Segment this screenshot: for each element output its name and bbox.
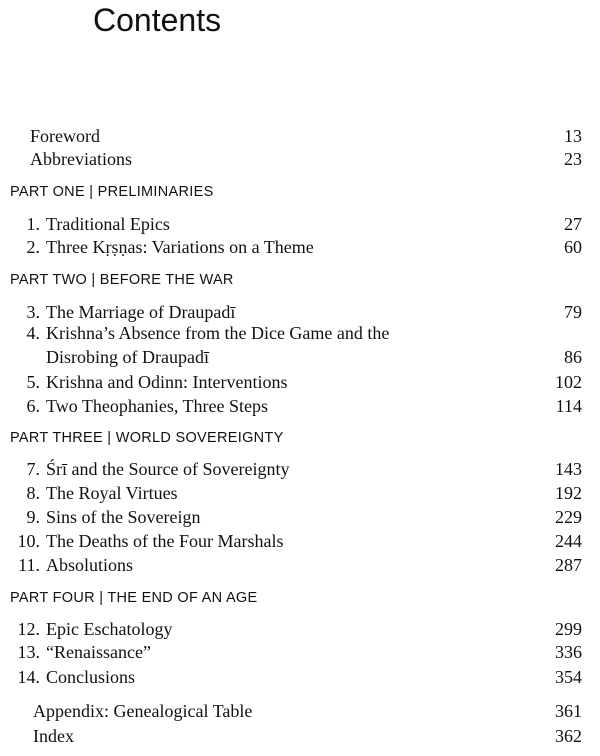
entry-title: “Renaissance” xyxy=(46,642,151,662)
entry-title: Śrī and the Source of Sovereignty xyxy=(46,459,290,479)
toc-entry: 9. Sins of the Sovereign 229 xyxy=(0,506,600,528)
toc-entry-back: Index 362 xyxy=(0,725,600,747)
page-number: 192 xyxy=(555,483,582,503)
entry-title: Index xyxy=(33,726,74,746)
chapter-number: 9. xyxy=(26,507,41,527)
part-heading: PART ONE | PRELIMINARIES xyxy=(10,184,214,200)
page-number: 23 xyxy=(564,149,582,169)
entry-title: Appendix: Genealogical Table xyxy=(33,701,253,721)
page-number: 336 xyxy=(555,642,582,662)
entry-title: Epic Eschatology xyxy=(46,619,173,639)
toc-entry: 8. The Royal Virtues 192 xyxy=(0,482,600,504)
chapter-number: 2. xyxy=(26,237,41,257)
toc-entry: 6. Two Theophanies, Three Steps 114 xyxy=(0,395,600,417)
entry-title: Abbreviations xyxy=(30,149,132,169)
chapter-number: 8. xyxy=(26,483,41,503)
chapter-number: 5. xyxy=(26,372,41,392)
page-number: 362 xyxy=(555,726,582,746)
chapter-number: 3. xyxy=(26,302,41,322)
toc-entry: 3. The Marriage of Draupadī 79 xyxy=(0,301,600,323)
toc-entry-back: Appendix: Genealogical Table 361 xyxy=(0,700,600,722)
chapter-number: 11. xyxy=(18,555,40,575)
part-heading: PART THREE | WORLD SOVEREIGNTY xyxy=(10,430,284,446)
toc-entry: 13. “Renaissance” 336 xyxy=(0,641,600,663)
entry-title: Three Kṛṣṇas: Variations on a Theme xyxy=(46,237,314,257)
page-number: 287 xyxy=(555,555,582,575)
page-number: 60 xyxy=(564,237,582,257)
page-number: 102 xyxy=(555,372,582,392)
page-number: 13 xyxy=(564,126,582,146)
page-number: 27 xyxy=(564,214,582,234)
entry-title: Traditional Epics xyxy=(46,214,170,234)
toc-entry: 11. Absolutions 287 xyxy=(0,554,600,576)
entry-title: Krishna and Odinn: Interventions xyxy=(46,372,288,392)
entry-title: Conclusions xyxy=(46,667,136,687)
toc-entry: 14. Conclusions 354 xyxy=(0,666,600,688)
entry-title: Sins of the Sovereign xyxy=(46,507,201,527)
page-number: 229 xyxy=(555,507,582,527)
part-heading: PART TWO | BEFORE THE WAR xyxy=(10,272,234,288)
toc-entry: 10. The Deaths of the Four Marshals 244 xyxy=(0,530,600,552)
page-number: 361 xyxy=(555,701,582,721)
page-number: 299 xyxy=(555,619,582,639)
chapter-number: 10. xyxy=(17,531,41,551)
page-number: 354 xyxy=(555,667,582,687)
entry-title-continued: Disrobing of Draupadī xyxy=(46,347,209,367)
toc-entry: 12. Epic Eschatology 299 xyxy=(0,618,600,640)
entry-title: The Royal Virtues xyxy=(46,483,178,503)
chapter-number: 12. xyxy=(17,619,41,639)
entry-title: The Marriage of Draupadī xyxy=(46,302,236,322)
chapter-number: 14. xyxy=(17,667,41,687)
entry-title: Absolutions xyxy=(46,555,134,575)
chapter-number: 13. xyxy=(17,642,41,662)
toc-entry-continued: Disrobing of Draupadī 86 xyxy=(0,346,600,368)
page-number: 114 xyxy=(555,396,582,416)
page-number: 79 xyxy=(564,302,582,322)
part-heading: PART FOUR | THE END OF AN AGE xyxy=(10,590,258,606)
toc-entry: 5. Krishna and Odinn: Interventions 102 xyxy=(0,371,600,393)
entry-title: Two Theophanies, Three Steps xyxy=(46,396,269,416)
page-title: Contents xyxy=(93,2,222,38)
page-number: 86 xyxy=(564,347,582,367)
page-number: 143 xyxy=(555,459,582,479)
entry-title: The Deaths of the Four Marshals xyxy=(46,531,284,551)
toc-entry-front: Foreword 13 xyxy=(0,125,600,147)
chapter-number: 4. xyxy=(26,323,41,343)
toc-entry: 2. Three Kṛṣṇas: Variations on a Theme 60 xyxy=(0,236,600,258)
entry-title: Krishna’s Absence from the Dice Game and… xyxy=(46,323,390,343)
toc-entry-front: Abbreviations 23 xyxy=(0,148,600,170)
page-number: 244 xyxy=(555,531,582,551)
toc-entry: 4. Krishna’s Absence from the Dice Game a… xyxy=(0,322,600,344)
chapter-number: 6. xyxy=(26,396,41,416)
toc-entry: 1. Traditional Epics 27 xyxy=(0,213,600,235)
chapter-number: 1. xyxy=(26,214,41,234)
entry-title: Foreword xyxy=(30,126,100,146)
toc-entry: 7. Śrī and the Source of Sovereignty 143 xyxy=(0,458,600,480)
chapter-number: 7. xyxy=(26,459,41,479)
